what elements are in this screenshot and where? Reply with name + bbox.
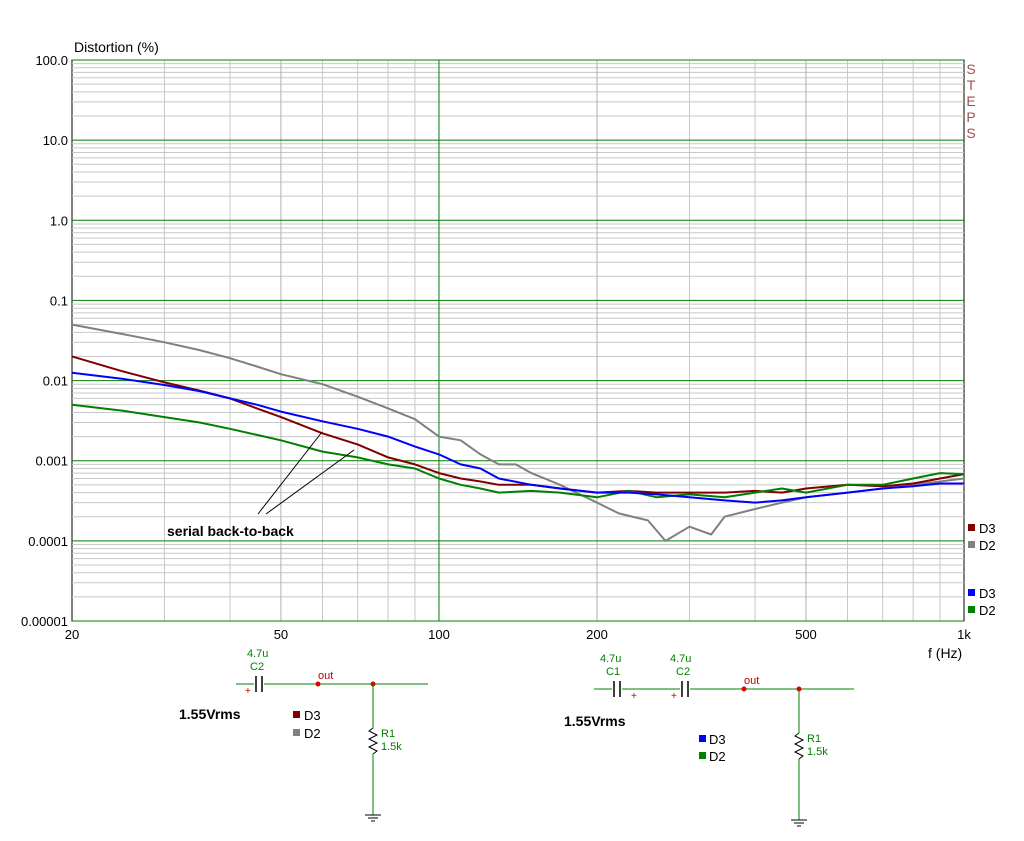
source-label: 1.55Vrms xyxy=(179,706,241,722)
circuit2-legend-swatch-d2 xyxy=(699,752,706,759)
y-tick-label: 0.00001 xyxy=(21,614,68,629)
capacitor-c2-polarity: + xyxy=(245,686,251,697)
steps-letter: S xyxy=(966,125,975,141)
legend: D3 D2 D3 D2 xyxy=(968,521,996,618)
y-tick-label: 0.001 xyxy=(35,454,68,469)
capacitor-c2b-name: C2 xyxy=(676,666,690,678)
x-tick-label: 20 xyxy=(65,627,79,642)
series-line-d3-2 xyxy=(71,371,964,504)
y-tick-label: 0.0001 xyxy=(28,534,68,549)
circuit2-legend-swatch-d3 xyxy=(699,735,706,742)
legend-swatch xyxy=(968,524,975,531)
plot-area xyxy=(71,59,965,622)
series-line-d2-3 xyxy=(71,403,965,499)
legend-label: D2 xyxy=(979,603,996,618)
node-out xyxy=(315,681,321,687)
node-out-2 xyxy=(741,686,747,692)
circuit-1: + 4.7u C2 out R1 1.5k 1.55Vrms D3 D2 xyxy=(179,648,428,822)
steps-letter: T xyxy=(967,77,976,93)
capacitor-c2-value: 4.7u xyxy=(247,648,268,660)
capacitor-c2-name: C2 xyxy=(250,661,264,673)
y-tick-label: 10.0 xyxy=(43,133,68,148)
legend-swatch xyxy=(968,589,975,596)
resistor-r1-value: 1.5k xyxy=(381,741,402,753)
x-axis-label: f (Hz) xyxy=(928,645,962,661)
circuit1-legend-swatch-d2 xyxy=(293,729,300,736)
capacitor-c1-value: 4.7u xyxy=(600,653,621,665)
y-axis-label: Distortion (%) xyxy=(74,39,159,55)
grid xyxy=(72,59,964,622)
capacitor-c1-name: C1 xyxy=(606,666,620,678)
series-line-d3-0 xyxy=(71,355,965,494)
x-tick-label: 1k xyxy=(957,627,971,642)
circuit2-legend-d2: D2 xyxy=(709,749,726,764)
steps-letter: P xyxy=(966,109,975,125)
legend-label: D2 xyxy=(979,538,996,553)
circuit2-legend-d3: D3 xyxy=(709,732,726,747)
resistor-r1-symbol xyxy=(367,727,379,755)
source-label-2: 1.55Vrms xyxy=(564,713,626,729)
x-tick-label: 500 xyxy=(795,627,817,642)
legend-label: D3 xyxy=(979,521,996,536)
circuit1-legend-d2: D2 xyxy=(304,726,321,741)
circuit1-legend-swatch-d3 xyxy=(293,711,300,718)
series-layer xyxy=(71,323,965,542)
legend-swatch xyxy=(968,606,975,613)
x-tick-labels: 20 50 100 200 500 1k xyxy=(65,627,972,642)
annotation-arrow-1 xyxy=(257,431,323,515)
y-tick-label: 0.1 xyxy=(50,293,68,308)
capacitor-c2b-value: 4.7u xyxy=(670,653,691,665)
resistor-r1-name-2: R1 xyxy=(807,733,821,745)
resistor-r1-value-2: 1.5k xyxy=(807,746,828,758)
resistor-r1-symbol-2 xyxy=(793,732,805,760)
steps-letter: E xyxy=(966,93,975,109)
steps-letter: S xyxy=(966,61,975,77)
y-tick-label: 100.0 xyxy=(35,53,68,68)
y-tick-labels: 0.00001 0.0001 0.001 0.01 0.1 1.0 10.0 100.0 xyxy=(21,53,68,629)
resistor-r1-name: R1 xyxy=(381,728,395,740)
capacitor-c2b-polarity: + xyxy=(671,691,677,702)
annotation-serial-back-to-back: serial back-to-back xyxy=(167,523,294,539)
x-tick-label: 100 xyxy=(428,627,450,642)
annotation-arrow-2 xyxy=(265,449,355,515)
node-out-label: out xyxy=(318,670,333,682)
node-out-label-2: out xyxy=(744,675,759,687)
y-tick-label: 1.0 xyxy=(50,213,68,228)
legend-label: D3 xyxy=(979,586,996,601)
x-tick-label: 200 xyxy=(586,627,608,642)
y-tick-label: 0.01 xyxy=(43,374,68,389)
circuit1-legend-d3: D3 xyxy=(304,708,321,723)
circuit-2: + + 4.7u C1 4.7u C2 out R1 1.5k 1.55Vrms… xyxy=(564,653,854,827)
x-tick-label: 50 xyxy=(274,627,288,642)
capacitor-c1-polarity: + xyxy=(631,691,637,702)
legend-swatch xyxy=(968,541,975,548)
